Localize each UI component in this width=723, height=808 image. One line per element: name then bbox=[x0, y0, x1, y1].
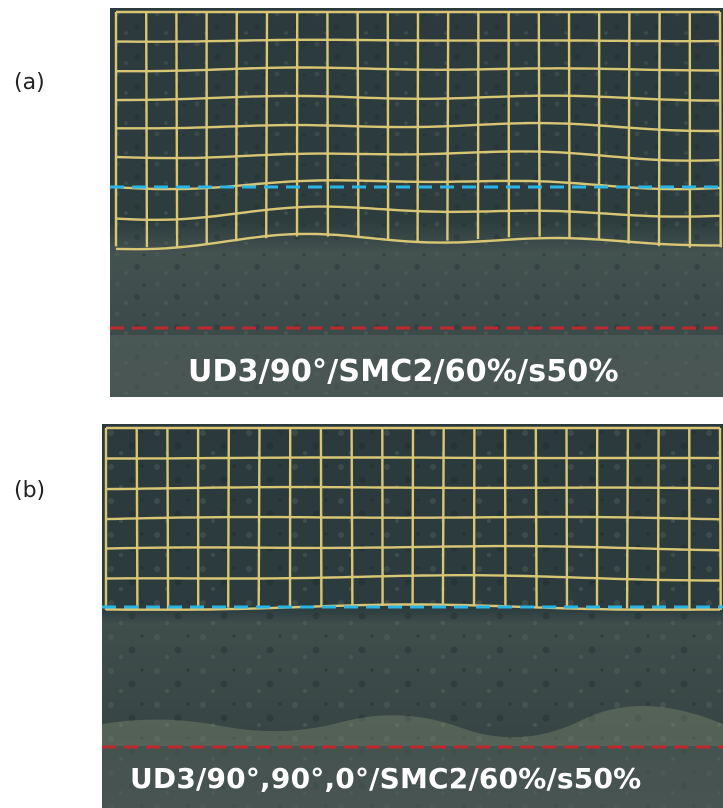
mesh-vertical-line bbox=[718, 11, 722, 248]
panel-a-photo: UD3/90°/SMC2/60%/s50% bbox=[110, 8, 723, 397]
mesh-horizontal-line bbox=[116, 38, 720, 43]
mesh-horizontal-line bbox=[105, 574, 720, 582]
mesh-horizontal-line bbox=[105, 485, 721, 491]
mesh-horizontal-line bbox=[105, 515, 721, 521]
panel-a-caption: UD3/90°/SMC2/60%/s50% bbox=[188, 354, 619, 389]
mesh-horizontal-line bbox=[115, 94, 720, 102]
debris-band-b bbox=[102, 705, 723, 746]
mesh-vertical-line bbox=[356, 11, 360, 239]
mesh-horizontal-line bbox=[116, 121, 721, 133]
panel-b-caption: UD3/90°,90°,0°/SMC2/60%/s50% bbox=[130, 762, 642, 795]
mesh-vertical-line bbox=[718, 427, 722, 611]
mesh-horizontal-line bbox=[115, 205, 721, 221]
mesh-grid-b bbox=[104, 426, 722, 611]
grip-strip-a bbox=[110, 335, 723, 397]
mesh-horizontal-line bbox=[115, 150, 721, 162]
panel-b-photo: UD3/90°,90°,0°/SMC2/60%/s50% bbox=[102, 424, 723, 808]
panel-a-label: (a) bbox=[14, 70, 45, 95]
grip-strip-b bbox=[102, 746, 723, 808]
mesh-grid-a bbox=[114, 10, 722, 251]
mesh-horizontal-line bbox=[116, 66, 720, 73]
mesh-horizontal-line bbox=[106, 603, 720, 611]
mesh-horizontal-line bbox=[105, 544, 721, 552]
mesh-horizontal-line bbox=[106, 456, 720, 460]
mesh-vertical-line bbox=[326, 11, 330, 237]
mesh-vertical-line bbox=[145, 11, 149, 248]
mesh-horizontal-line bbox=[115, 232, 720, 251]
panel-b-label: (b) bbox=[14, 478, 46, 503]
